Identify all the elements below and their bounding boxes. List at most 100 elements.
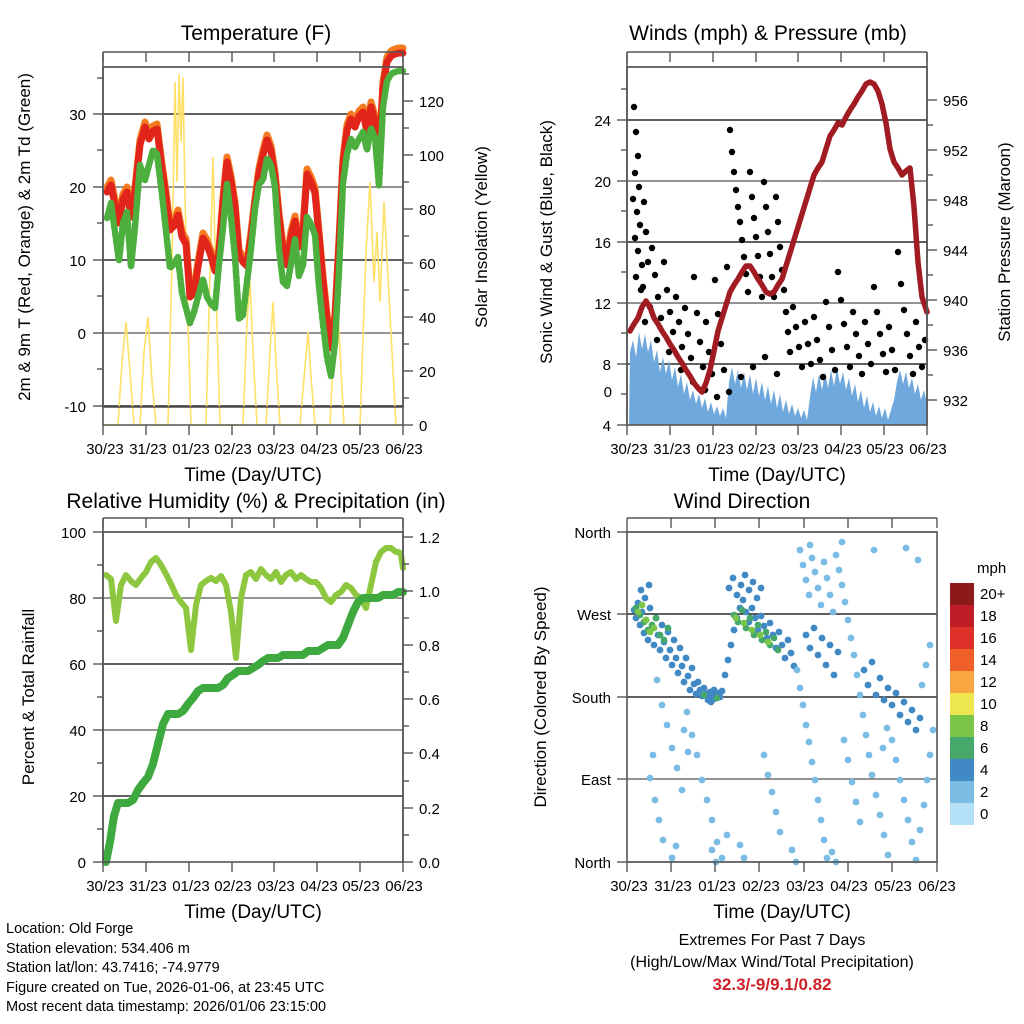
svg-text:60: 60 — [69, 657, 86, 674]
svg-text:31/23: 31/23 — [129, 441, 167, 458]
svg-text:30/23: 30/23 — [86, 878, 124, 895]
svg-text:03/23: 03/23 — [257, 878, 295, 895]
extremes-subheading: (High/Low/Max Wind/Total Precipitation) — [630, 954, 914, 971]
svg-text:0: 0 — [78, 855, 86, 872]
humidity-ytick-labels: 100 80 60 40 20 0 — [61, 525, 86, 872]
dewpoint-series — [103, 67, 407, 380]
svg-text:06/23: 06/23 — [385, 878, 423, 895]
solar-insolation-series — [103, 73, 403, 426]
winds-chart: 24 20 16 12 8 4 956 952 948 — [537, 51, 1014, 486]
svg-text:18: 18 — [980, 608, 997, 625]
svg-text:940: 940 — [943, 293, 968, 310]
extremes-heading: Extremes For Past 7 Days — [678, 932, 866, 949]
svg-text:02/23: 02/23 — [738, 441, 776, 458]
svg-text:20: 20 — [419, 364, 436, 381]
svg-text:4: 4 — [603, 418, 611, 435]
legend-swatches — [950, 583, 974, 825]
sonic-wind-series — [629, 332, 927, 425]
svg-text:6: 6 — [980, 740, 988, 757]
svg-text:4: 4 — [980, 762, 988, 779]
svg-text:03/23: 03/23 — [786, 878, 824, 895]
svg-text:24: 24 — [594, 113, 611, 130]
humidity-chart: 100 80 60 40 20 0 0.0 0.2 0.4 0.6 0.8 1.0 1.2 — [19, 517, 440, 923]
svg-text:North: North — [574, 855, 611, 872]
svg-text:1.2: 1.2 — [419, 530, 440, 547]
svg-text:-10: -10 — [64, 399, 86, 416]
svg-text:31/23: 31/23 — [129, 878, 167, 895]
svg-text:31/23: 31/23 — [654, 878, 692, 895]
temperature-ytick-labels: 30 20 10 0 -10 — [64, 107, 86, 416]
humidity-panel: Relative Humidity (%) & Precipitation (i… — [0, 490, 512, 923]
svg-text:20: 20 — [69, 789, 86, 806]
svg-text:30/23: 30/23 — [610, 441, 648, 458]
winddir-chart: North West South East North 30/23 31/23 01/23… — [531, 517, 1006, 923]
svg-text:0.0: 0.0 — [419, 855, 440, 872]
svg-text:06/23: 06/23 — [385, 441, 423, 458]
legend-title: mph — [977, 560, 1006, 577]
winddir-ytick-labels: North West South East North — [572, 525, 612, 872]
winds-plot-area: 24 20 16 12 8 4 956 952 948 — [594, 51, 968, 435]
svg-text:20+: 20+ — [980, 586, 1006, 603]
winddir-speed-legend: mph 20+ 18 16 14 12 10 8 6 4 — [950, 560, 1006, 825]
svg-text:100: 100 — [419, 148, 444, 165]
svg-text:31/23: 31/23 — [653, 441, 691, 458]
svg-text:932: 932 — [943, 393, 968, 410]
svg-text:03/23: 03/23 — [257, 441, 295, 458]
svg-text:12: 12 — [980, 674, 997, 691]
winddir-xlabel: Time (Day/UTC) — [713, 902, 851, 923]
svg-text:8: 8 — [603, 357, 611, 374]
winds-xtick-labels: 30/23 31/23 01/23 02/23 03/23 04/23 05/23 06/… — [610, 441, 947, 458]
svg-text:02/23: 02/23 — [214, 441, 252, 458]
svg-text:16: 16 — [980, 630, 997, 647]
station-elevation: Station elevation: 534.406 m — [6, 940, 190, 957]
svg-text:40: 40 — [69, 723, 86, 740]
svg-text:60: 60 — [419, 256, 436, 273]
humidity-ylabel-left: Percent & Total Rainfall — [19, 609, 38, 785]
winds-panel: Winds (mph) & Pressure (mb) — [512, 22, 1024, 486]
svg-text:20: 20 — [594, 174, 611, 191]
humidity-xtick-labels: 30/23 31/23 01/23 02/23 03/23 04/23 05/23 06/… — [86, 878, 423, 895]
svg-text:North: North — [574, 525, 611, 542]
svg-text:14: 14 — [980, 652, 997, 669]
svg-text:0: 0 — [78, 326, 86, 343]
temperature-xlabel: Time (Day/UTC) — [184, 465, 322, 486]
svg-text:05/23: 05/23 — [874, 878, 912, 895]
svg-text:30: 30 — [69, 107, 86, 124]
svg-text:956: 956 — [943, 93, 968, 110]
temperature-panel: Temperature (F) — [0, 22, 512, 486]
winds-xlabel: Time (Day/UTC) — [708, 465, 846, 486]
svg-text:South: South — [572, 690, 611, 707]
pressure-ytick-labels: 956 952 948 944 940 936 932 — [943, 93, 968, 410]
svg-text:10: 10 — [980, 696, 997, 713]
winds-ylabel-right: Station Pressure (Maroon) — [995, 142, 1014, 341]
station-location: Location: Old Forge — [6, 921, 134, 937]
winds-ytick-labels: 24 20 16 12 8 4 — [594, 113, 611, 435]
humidity-xlabel: Time (Day/UTC) — [184, 902, 322, 923]
precipitation-ytick-labels: 0.0 0.2 0.4 0.6 0.8 1.0 1.2 — [419, 530, 440, 872]
svg-text:06/23: 06/23 — [909, 441, 947, 458]
station-info: Location: Old Forge Station elevation: 5… — [6, 920, 326, 1018]
svg-text:0.6: 0.6 — [419, 692, 440, 709]
temperature-ylabel-left: 2m & 9m T (Red, Orange) & 2m Td (Green) — [15, 73, 34, 401]
temperature-title: Temperature (F) — [180, 22, 332, 45]
temperature-ylabel-right: Solar Insolation (Yellow) — [472, 146, 491, 328]
svg-text:20: 20 — [69, 180, 86, 197]
svg-text:30/23: 30/23 — [610, 878, 648, 895]
temperature-xtick-labels: 30/23 31/23 01/23 02/23 03/23 04/23 05/23 06/… — [86, 441, 423, 458]
svg-text:10: 10 — [69, 253, 86, 270]
station-latlon: Station lat/lon: 43.7416; -74.9779 — [6, 960, 220, 976]
winddir-plot-area: North West South East North — [572, 517, 938, 872]
gust-scatter-series — [629, 103, 929, 401]
svg-text:1.0: 1.0 — [419, 584, 440, 601]
svg-text:01/23: 01/23 — [698, 878, 736, 895]
figure-created: Figure created on Tue, 2026-01-06, at 23… — [6, 979, 325, 996]
svg-text:16: 16 — [594, 235, 611, 252]
winddir-ylabel-left: Direction (Colored By Speed) — [531, 586, 550, 807]
svg-text:0: 0 — [980, 806, 988, 823]
humidity-title: Relative Humidity (%) & Precipitation (i… — [66, 490, 446, 513]
svg-text:04/23: 04/23 — [300, 878, 338, 895]
svg-text:East: East — [581, 772, 612, 789]
svg-text:0.8: 0.8 — [419, 638, 440, 655]
